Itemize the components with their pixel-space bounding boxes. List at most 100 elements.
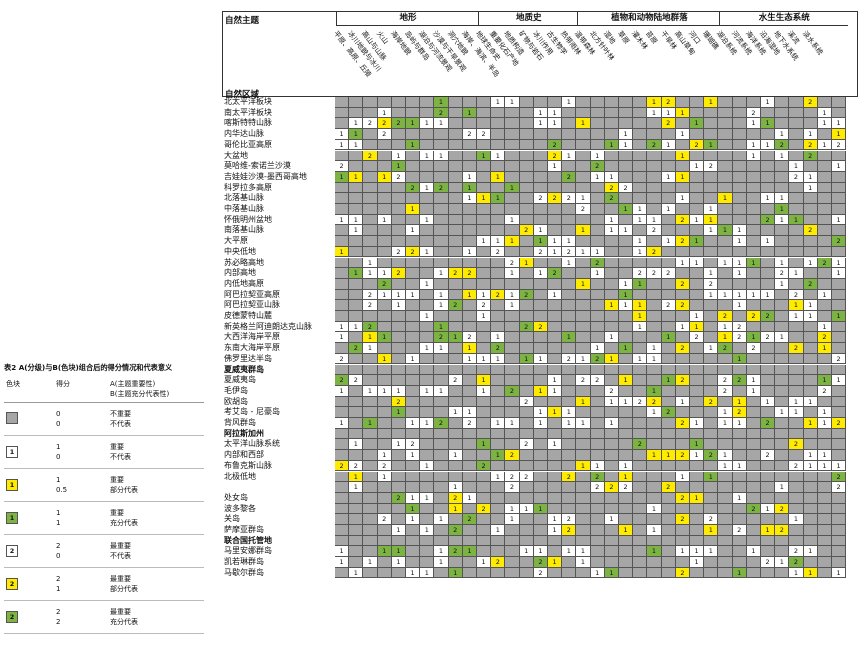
matrix-cell: 1 xyxy=(775,150,790,162)
matrix-cell xyxy=(619,567,634,579)
matrix-cell xyxy=(675,161,690,172)
matrix-cell: 2 xyxy=(349,343,364,354)
matrix-cell xyxy=(817,503,832,515)
matrix-cell xyxy=(434,353,449,365)
matrix-cell: 1 xyxy=(832,268,847,279)
matrix-cell xyxy=(718,557,733,568)
matrix-cell: 2 xyxy=(761,557,776,568)
matrix-cell xyxy=(590,193,605,204)
matrix-cell xyxy=(448,343,463,354)
matrix-cell xyxy=(675,311,690,322)
matrix-cell xyxy=(732,546,747,558)
matrix-cell xyxy=(576,503,591,515)
matrix-cell xyxy=(434,482,449,493)
matrix-cell: 1 xyxy=(562,257,577,269)
matrix-cell xyxy=(420,300,435,311)
matrix-cell xyxy=(406,557,421,568)
matrix-cell xyxy=(633,546,648,558)
matrix-cell xyxy=(491,407,506,418)
matrix-cell xyxy=(462,300,477,311)
matrix-cell xyxy=(661,439,676,451)
matrix-cell xyxy=(491,311,506,322)
matrix-cell xyxy=(647,364,662,376)
matrix-cell xyxy=(477,246,492,258)
region-label: 中央低地 xyxy=(224,246,256,256)
matrix-cell: 2 xyxy=(335,353,350,365)
region-row: 南太平洋板块 1 2 1 1 1 1 1 1 2 1 xyxy=(222,107,857,119)
region-row: 太平洋山脉系统 1 1 2 1 2 1 2 1 2 xyxy=(222,439,857,451)
matrix-cell xyxy=(349,514,364,525)
matrix-cell xyxy=(732,246,747,258)
region-label: 佛罗里达半岛 xyxy=(224,353,272,363)
matrix-cell xyxy=(576,535,591,547)
matrix-cell: 2 xyxy=(746,503,761,515)
matrix-cell xyxy=(562,364,577,376)
matrix-cell: 1 xyxy=(690,450,705,461)
matrix-cell xyxy=(377,364,392,376)
matrix-cell xyxy=(406,546,421,558)
matrix-cell xyxy=(462,557,477,568)
matrix-cell xyxy=(661,343,676,354)
legend-score: 2 1 xyxy=(54,567,108,601)
matrix-cell xyxy=(661,514,676,525)
matrix-cell xyxy=(746,525,761,536)
matrix-cell xyxy=(562,557,577,568)
matrix-cell xyxy=(349,503,364,515)
matrix-cell xyxy=(391,332,406,344)
matrix-cell xyxy=(548,97,563,108)
matrix-cell xyxy=(519,246,534,258)
matrix-cell xyxy=(633,193,648,204)
matrix-cell xyxy=(335,107,350,119)
matrix-cell xyxy=(619,171,634,183)
matrix-cell xyxy=(335,471,350,483)
matrix-cell xyxy=(548,129,563,140)
matrix-cell: 1 xyxy=(533,407,548,418)
matrix-cell xyxy=(832,492,847,504)
matrix-cell xyxy=(448,150,463,162)
matrix-cell: 1 xyxy=(647,353,662,365)
matrix-cell xyxy=(420,321,435,333)
matrix-cell xyxy=(377,236,392,247)
matrix-cell xyxy=(647,439,662,451)
matrix-cell xyxy=(505,460,520,472)
matrix-cell xyxy=(448,278,463,290)
matrix-cell: 2 xyxy=(661,268,676,279)
matrix-cell xyxy=(732,150,747,162)
category-header: 地质史 xyxy=(478,12,579,26)
matrix-cell: 1 xyxy=(420,343,435,354)
matrix-cell xyxy=(832,525,847,536)
region-row: 波多黎各 1 1 2 1 1 1 1 2 1 2 xyxy=(222,503,857,515)
matrix-cell xyxy=(803,525,818,536)
matrix-cell xyxy=(335,225,350,237)
matrix-cell xyxy=(462,257,477,269)
matrix-cell xyxy=(619,353,634,365)
matrix-cell xyxy=(349,193,364,204)
matrix-cell xyxy=(406,364,421,376)
matrix-cell: 2 xyxy=(391,268,406,279)
matrix-cell xyxy=(789,503,804,515)
matrix-cell: 1 xyxy=(548,246,563,258)
matrix-cell: 2 xyxy=(462,129,477,140)
matrix-cell xyxy=(576,428,591,440)
matrix-cell xyxy=(391,236,406,247)
matrix-cell xyxy=(548,546,563,558)
matrix-cell: 1 xyxy=(647,385,662,397)
matrix-cell xyxy=(349,107,364,119)
matrix-cell: 1 xyxy=(406,567,421,579)
matrix-cell xyxy=(590,236,605,247)
matrix-cell xyxy=(647,118,662,130)
matrix-cell: 1 xyxy=(448,407,463,418)
matrix-cell xyxy=(335,514,350,525)
matrix-cell: 1 xyxy=(491,193,506,204)
matrix-cell xyxy=(335,396,350,408)
matrix-cell xyxy=(477,225,492,237)
matrix-cell: 2 xyxy=(690,332,705,344)
matrix-cell xyxy=(817,204,832,215)
matrix-cell xyxy=(406,460,421,472)
matrix-cell: 1 xyxy=(619,204,634,215)
matrix-cell: 1 xyxy=(335,557,350,568)
matrix-cell: 1 xyxy=(761,193,776,204)
region-label: 太平洋山脉系统 xyxy=(224,439,280,449)
matrix-cell: 1 xyxy=(604,396,619,408)
matrix-cell: 2 xyxy=(761,332,776,344)
